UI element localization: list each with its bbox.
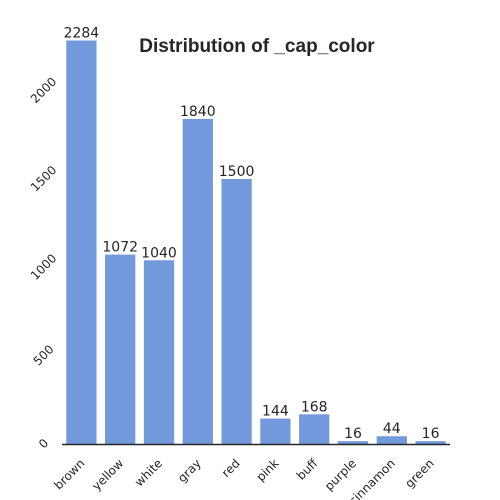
bar-white bbox=[143, 260, 175, 444]
value-label-green: 16 bbox=[422, 426, 440, 442]
x-tick-label-purple: purple bbox=[322, 456, 359, 493]
y-tick-label-1000: 1000 bbox=[28, 251, 59, 282]
bar-red bbox=[221, 179, 252, 444]
x-tick-label-white: white bbox=[132, 456, 165, 489]
value-label-pink: 144 bbox=[262, 404, 289, 420]
value-label-red: 1500 bbox=[219, 164, 255, 180]
x-tick-label-pink: pink bbox=[254, 456, 282, 484]
y-tick-label-2000: 2000 bbox=[28, 75, 59, 106]
x-tick-label-yellow: yellow bbox=[89, 456, 126, 493]
x-tick-label-red: red bbox=[219, 456, 243, 480]
x-tick-label-brown: brown bbox=[51, 456, 87, 492]
value-label-purple: 16 bbox=[344, 426, 362, 442]
value-label-gray: 1840 bbox=[180, 104, 216, 120]
value-label-buff: 168 bbox=[301, 399, 328, 415]
y-tick-label-0: 0 bbox=[36, 436, 51, 451]
x-tick-label-gray: gray bbox=[175, 456, 204, 485]
bar-brown bbox=[66, 40, 97, 445]
bar-buff bbox=[299, 414, 330, 444]
y-tick-label-500: 500 bbox=[31, 342, 57, 368]
bar-pink bbox=[260, 418, 291, 444]
bar-green bbox=[415, 441, 446, 444]
value-label-white: 1040 bbox=[141, 245, 177, 261]
value-label-cinnamon: 44 bbox=[383, 421, 401, 437]
bar-cinnamon bbox=[376, 436, 407, 444]
value-label-brown: 2284 bbox=[64, 25, 100, 41]
x-tick-label-green: green bbox=[402, 456, 436, 490]
y-axis-ticks: 0 500 1000 1500 2000 bbox=[28, 75, 59, 452]
bar-purple bbox=[337, 441, 369, 444]
value-labels-layer: 2284 1072 1040 1840 1500 144 168 16 44 16 bbox=[64, 25, 440, 442]
x-axis-ticks: brown yellow white gray red pink buff purplecin… bbox=[51, 456, 436, 500]
y-tick-label-1500: 1500 bbox=[28, 163, 59, 194]
x-tick-label-buff: buff bbox=[294, 456, 321, 483]
bars-layer bbox=[66, 40, 446, 445]
chart-title: Distribution of _cap_color bbox=[139, 36, 375, 57]
bar-gray bbox=[182, 118, 213, 445]
value-label-yellow: 1072 bbox=[102, 240, 138, 256]
bar-yellow bbox=[105, 254, 136, 444]
